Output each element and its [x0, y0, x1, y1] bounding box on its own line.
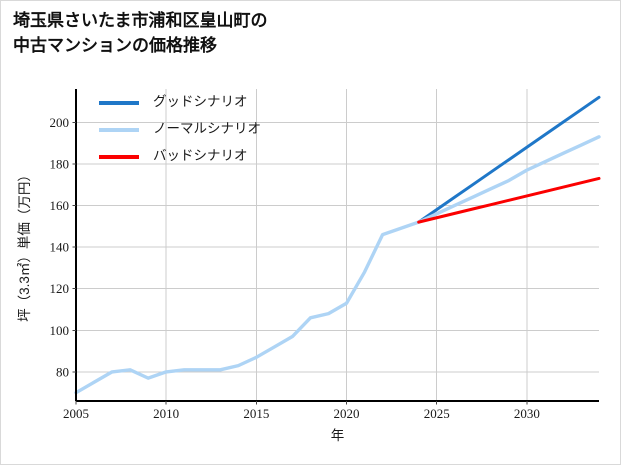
x-tick-label: 2010: [153, 406, 179, 421]
legend-label: ノーマルシナリオ: [153, 121, 261, 136]
x-tick-label: 2030: [514, 406, 540, 421]
series-line: [417, 95, 601, 224]
y-axis-title: 坪（3.3㎡）単価（万円）: [17, 168, 32, 322]
x-tick-label: 2025: [424, 406, 450, 421]
gridlines-layer: [76, 89, 599, 401]
axis-titles-layer: 年 坪（3.3㎡）単価（万円）: [17, 168, 344, 443]
x-axis-title: 年: [331, 428, 345, 443]
legend-label: バッドシナリオ: [153, 148, 248, 163]
y-tick-label: 180: [50, 156, 70, 171]
legend-label: グッドシナリオ: [153, 94, 248, 109]
y-tick-label: 160: [50, 198, 70, 213]
y-tick-label: 120: [50, 281, 70, 296]
tick-labels-layer: 80 100 120 140 160 180 200 2005 2010 2015 2020 2025…: [50, 115, 540, 421]
series-line: [417, 176, 601, 224]
series-line: [74, 135, 601, 395]
x-tick-label: 2020: [334, 406, 360, 421]
page-title: 埼玉県さいたま市浦和区皇山町の 中古マンションの価格推移: [13, 11, 268, 55]
y-tick-label: 200: [50, 115, 70, 130]
axes-layer: [72, 89, 599, 405]
x-tick-label: 2015: [243, 406, 269, 421]
x-tick-label: 2005: [63, 406, 89, 421]
y-tick-label: 140: [50, 240, 70, 255]
y-tick-label: 80: [56, 364, 69, 379]
y-tick-label: 100: [50, 323, 70, 338]
series-layer: [74, 95, 601, 395]
